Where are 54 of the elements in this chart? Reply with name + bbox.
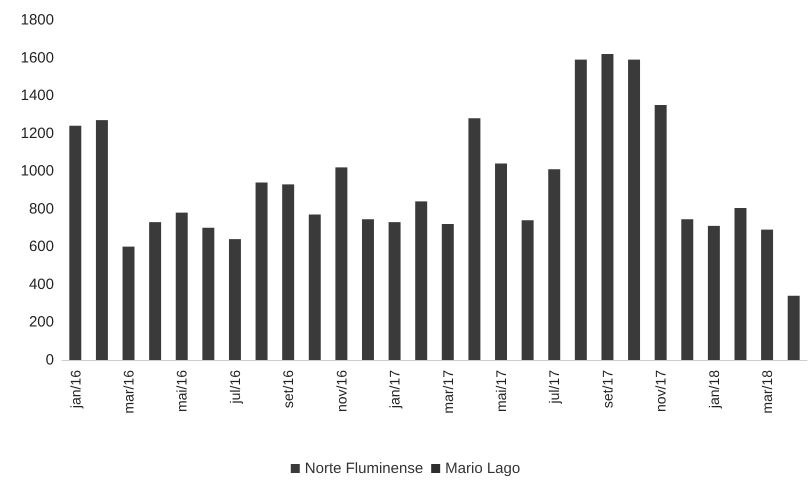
x-tick-label: mai/17 <box>493 370 510 412</box>
bar <box>149 222 162 360</box>
bar <box>761 230 774 360</box>
bar <box>122 246 135 360</box>
bar <box>362 219 374 360</box>
x-tick-label: jul/16 <box>226 370 243 404</box>
bar <box>388 222 401 360</box>
bar <box>69 126 82 360</box>
x-tick-label: set/16 <box>280 370 296 408</box>
x-tick-label: mar/16 <box>120 370 137 414</box>
bar <box>282 184 294 360</box>
x-tick-label: jan/18 <box>706 370 722 410</box>
x-tick-label: jan/16 <box>67 370 84 410</box>
x-tick-label: jul/17 <box>546 370 562 404</box>
y-tick-label: 800 <box>28 200 54 218</box>
y-tick-label: 0 <box>46 352 54 368</box>
bar <box>468 118 480 360</box>
bar <box>96 120 108 360</box>
bar <box>256 182 268 360</box>
x-tick-label: mar/17 <box>440 370 456 414</box>
legend-label: Mario Lago <box>445 460 520 477</box>
x-tick-label: set/17 <box>599 370 616 408</box>
bar <box>628 60 640 360</box>
x-tick-label: mar/18 <box>759 370 776 414</box>
bar <box>415 201 428 360</box>
bar <box>495 164 508 360</box>
bar <box>202 228 214 360</box>
bar <box>681 219 694 360</box>
x-tick-label: mai/16 <box>174 370 190 412</box>
bar <box>654 105 667 360</box>
bar <box>522 220 534 360</box>
y-tick-label: 1400 <box>20 87 54 104</box>
x-tick-label: nov/17 <box>652 370 669 412</box>
bar <box>176 212 188 360</box>
bar <box>574 60 587 360</box>
bar <box>734 208 746 360</box>
bar <box>442 224 454 360</box>
bar <box>335 167 348 360</box>
bar <box>601 54 614 360</box>
y-tick-label: 1600 <box>20 49 54 66</box>
legend-label: Norte Fluminense <box>304 460 424 477</box>
y-tick-label: 1200 <box>20 124 54 142</box>
bar <box>708 226 720 360</box>
bar <box>228 239 241 360</box>
bar <box>548 169 560 360</box>
y-tick-label: 1000 <box>20 162 54 180</box>
bar <box>308 214 321 360</box>
x-tick-label: nov/16 <box>333 370 350 412</box>
x-tick-label: jan/17 <box>386 370 403 410</box>
y-tick-label: 600 <box>28 238 54 256</box>
y-tick-label: 400 <box>28 276 54 293</box>
y-tick-label: 200 <box>28 314 54 331</box>
bar <box>788 296 800 360</box>
y-tick-label: 1800 <box>20 12 54 28</box>
